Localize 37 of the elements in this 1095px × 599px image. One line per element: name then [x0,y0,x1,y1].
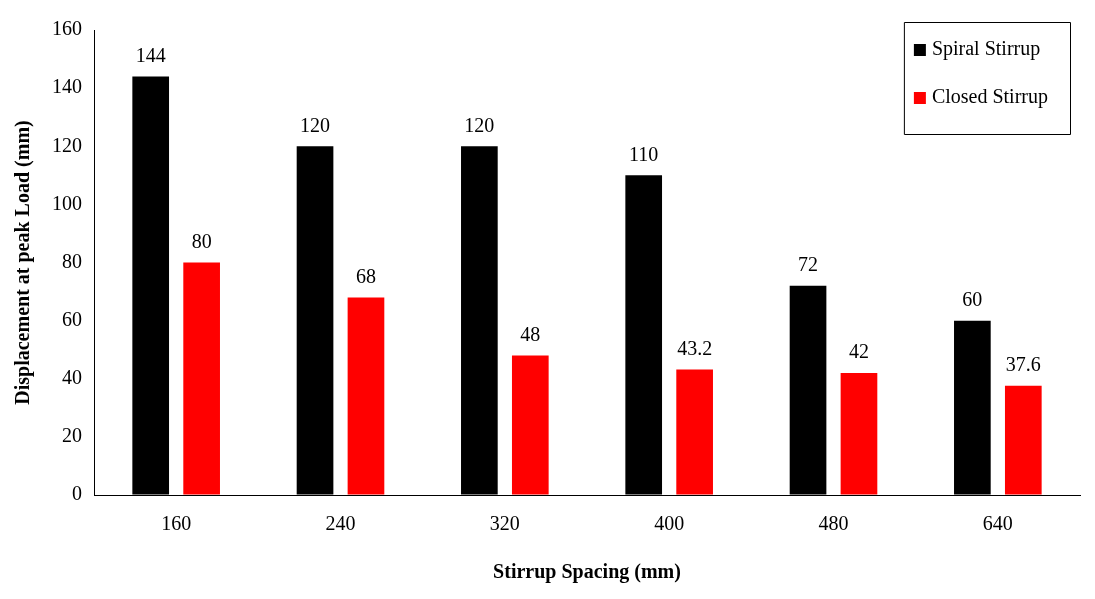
bar [1004,385,1042,495]
y-axis-title: Displacement at peak Load (mm) [11,120,35,405]
x-axis-title: Stirrup Spacing (mm) [493,560,681,584]
bar [676,369,713,495]
bar [840,372,878,495]
legend-label: Closed Stirrup [931,85,1049,109]
data-label: 42 [848,340,869,363]
bar [183,262,220,495]
y-tick-label: 0 [72,482,82,505]
data-label: 72 [798,253,819,275]
y-tick-label: 160 [52,17,82,40]
x-tick-label: 240 [325,512,356,535]
data-label: 80 [191,229,212,252]
data-label: 60 [962,287,983,310]
data-label: 68 [355,264,376,287]
y-tick-label: 40 [62,366,82,388]
x-tick-label: 400 [654,512,685,535]
bar [347,297,385,495]
bar [511,355,549,495]
data-label: 110 [629,142,659,165]
y-tick-label: 100 [52,191,82,214]
y-tick-label: 120 [52,133,82,156]
legend-label: Spiral Stirrup [931,37,1041,61]
y-tick-label: 140 [52,75,82,98]
x-tick-label: 480 [818,512,849,535]
data-label: 37.6 [1005,352,1041,375]
data-label: 120 [464,113,495,136]
x-tick-label: 640 [982,512,1013,535]
x-tick-label: 160 [161,512,192,535]
data-label: 43.2 [677,336,713,359]
y-tick-label: 60 [62,307,82,330]
data-label: 144 [135,43,166,66]
x-tick-label: 320 [489,512,520,535]
y-tick-label: 20 [62,424,82,447]
data-label: 48 [520,322,541,345]
data-label: 120 [300,113,331,136]
y-tick-label: 80 [62,249,82,272]
